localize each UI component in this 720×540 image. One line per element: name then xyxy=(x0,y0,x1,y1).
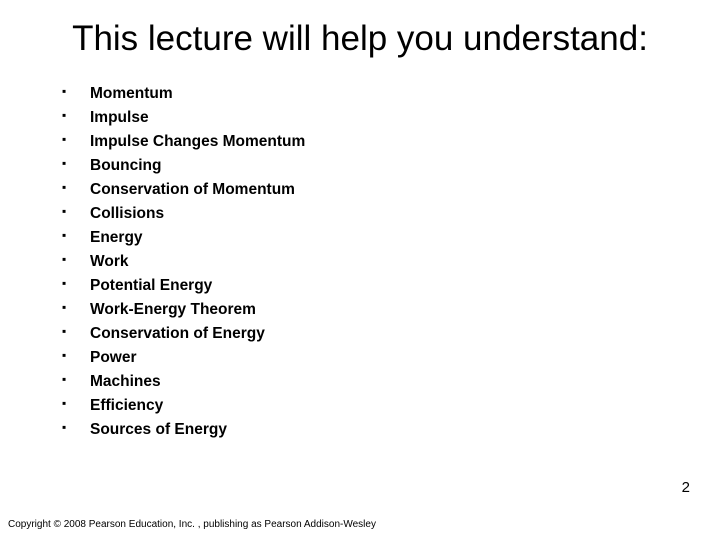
list-item: Efficiency xyxy=(62,394,680,418)
copyright-text: Copyright © 2008 Pearson Education, Inc.… xyxy=(8,519,376,530)
list-item: Impulse Changes Momentum xyxy=(62,130,680,154)
list-item: Conservation of Momentum xyxy=(62,178,680,202)
list-item: Machines xyxy=(62,370,680,394)
list-item: Power xyxy=(62,346,680,370)
list-item: Work-Energy Theorem xyxy=(62,298,680,322)
slide-container: This lecture will help you understand: M… xyxy=(0,0,720,540)
list-item: Work xyxy=(62,250,680,274)
list-item: Impulse xyxy=(62,106,680,130)
page-number: 2 xyxy=(682,479,690,496)
list-item: Conservation of Energy xyxy=(62,322,680,346)
slide-title: This lecture will help you understand: xyxy=(40,18,680,60)
list-item: Energy xyxy=(62,226,680,250)
list-item: Sources of Energy xyxy=(62,418,680,442)
list-item: Bouncing xyxy=(62,154,680,178)
list-item: Potential Energy xyxy=(62,274,680,298)
list-item: Momentum xyxy=(62,82,680,106)
bullet-list: Momentum Impulse Impulse Changes Momentu… xyxy=(40,82,680,442)
list-item: Collisions xyxy=(62,202,680,226)
